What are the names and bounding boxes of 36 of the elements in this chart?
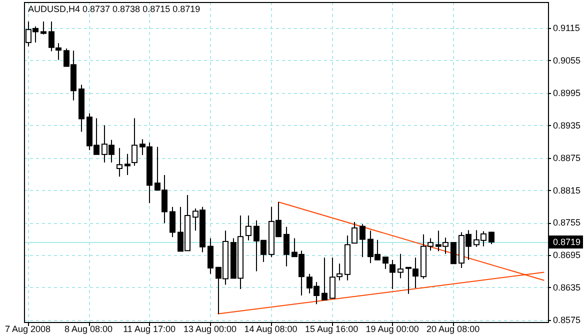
- y-tick-label: 0.9115: [553, 23, 580, 34]
- x-tick-label: 15 Aug 16:00: [305, 324, 358, 334]
- x-tick-label: 19 Aug 00:00: [366, 324, 419, 334]
- candlestick: [124, 153, 130, 176]
- y-tick-label: 0.8875: [553, 152, 581, 163]
- y-tick-label: 0.9055: [553, 56, 581, 66]
- candlestick: [284, 226, 290, 267]
- candlestick: [208, 238, 214, 274]
- candlestick: [246, 215, 252, 241]
- candlestick: [398, 253, 404, 279]
- y-tick-label: 0.8755: [553, 218, 581, 228]
- x-tick-label: 11 Aug 17:00: [123, 324, 176, 334]
- candlestick: [390, 259, 396, 290]
- candlestick: [170, 206, 176, 238]
- chart-title: AUDUSD,H4 0.8737 0.8738 0.8715 0.8719: [28, 4, 200, 14]
- x-tick-label: 7 Aug 2008: [5, 324, 51, 334]
- candlestick: [382, 256, 388, 270]
- candlestick: [488, 231, 494, 245]
- y-tick-label: 0.8575: [553, 314, 581, 325]
- x-tick-label: 14 Aug 08:00: [244, 324, 298, 334]
- ref-line-label: 0.8719: [553, 237, 581, 248]
- y-tick-label: 0.8695: [553, 250, 581, 260]
- candlestick: [40, 20, 46, 35]
- y-tick-label: 0.8935: [553, 120, 581, 130]
- y-tick-label: 0.8815: [553, 185, 581, 196]
- x-tick-label: 13 Aug 00:00: [184, 324, 237, 334]
- x-tick-label: 20 Aug 08:00: [426, 324, 480, 334]
- candlestick: [360, 224, 366, 258]
- candlestick: [132, 118, 138, 166]
- x-tick-label: 8 Aug 08:00: [64, 324, 113, 334]
- candlestick: [322, 257, 328, 300]
- candlestick: [116, 147, 122, 178]
- candlestick: [450, 242, 456, 264]
- candlestick: [352, 222, 358, 244]
- y-tick-label: 0.8635: [553, 282, 581, 293]
- y-tick-label: 0.8995: [553, 88, 581, 98]
